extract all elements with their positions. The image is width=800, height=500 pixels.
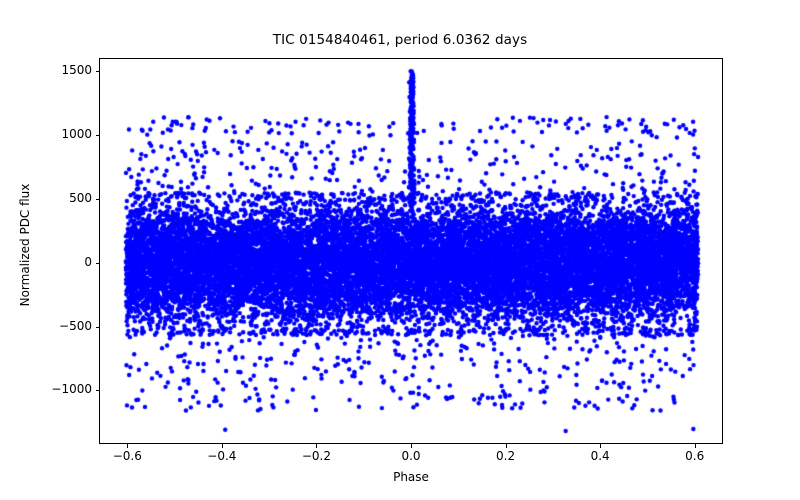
y-tick-mark [95, 390, 99, 392]
x-tick-label: 0.6 [685, 449, 705, 463]
x-tick-label: 0.0 [401, 449, 421, 463]
x-tick-mark [221, 444, 223, 448]
y-tick-label: −500 [59, 318, 92, 333]
plot-area [99, 58, 723, 444]
y-tick-mark [95, 199, 99, 200]
y-tick-label: 1000 [61, 127, 92, 142]
x-axis-label: Phase [393, 470, 429, 484]
page-title: TIC 0154840461, period 6.0362 days [272, 32, 528, 48]
x-tick-mark [694, 444, 696, 448]
y-axis-label: Normalized PDC flux [18, 183, 32, 307]
scatter-plot [100, 59, 722, 443]
y-tick-mark [95, 135, 99, 137]
x-tick-mark [127, 444, 129, 448]
y-tick-mark [95, 262, 99, 264]
x-tick-label: −0.2 [301, 449, 331, 463]
y-tick-label: 0 [84, 254, 92, 269]
y-tick-mark [95, 326, 99, 328]
x-tick-mark [411, 444, 412, 448]
x-tick-label: 0.2 [496, 449, 516, 463]
x-tick-label: −0.4 [207, 449, 237, 463]
y-tick-mark [95, 71, 99, 73]
x-tick-label: 0.4 [590, 449, 610, 463]
y-tick-label: 500 [69, 191, 92, 205]
x-tick-mark [600, 444, 602, 448]
x-tick-label: −0.6 [112, 449, 142, 463]
x-tick-mark [505, 444, 507, 448]
y-tick-label: −1000 [51, 382, 92, 397]
x-tick-mark [316, 444, 318, 448]
y-tick-label: 1500 [61, 63, 92, 78]
